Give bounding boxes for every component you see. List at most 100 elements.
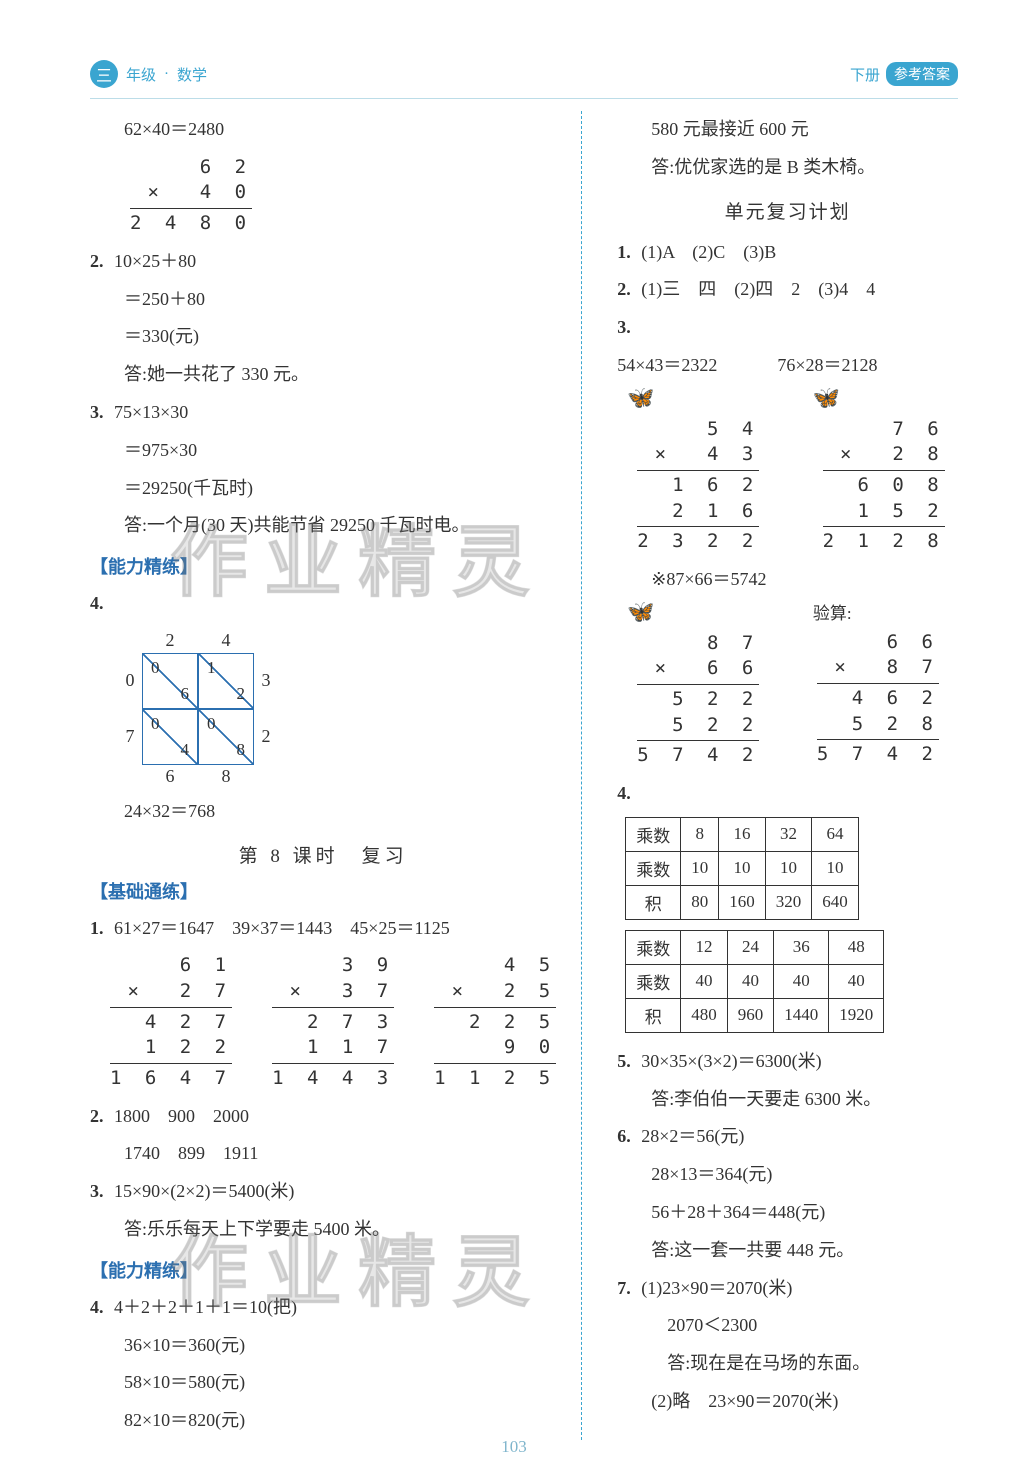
header-divider [90,98,958,99]
volume-text: 下册 [850,64,880,85]
table-row: 乘数10101010 [626,851,859,885]
lat-cell: 08 [198,709,254,765]
vmul: 5 4 × 4 3 1 6 2 2 1 6 2 3 2 2 [637,417,759,555]
q-num: 4. [90,585,114,623]
vmul-group-b1: 6 1 × 2 7 4 2 7 1 2 2 1 6 4 7 3 9 × 3 7 … [100,947,556,1097]
q4: 4. [90,585,556,623]
u3b: 76×28＝2128 [777,347,877,385]
table-row: 乘数8163264 [626,817,859,851]
lat-bottom: 6 [142,765,198,789]
vmul-check: 验算: 6 6 × 8 7 4 6 2 5 2 8 5 7 4 2 [813,599,958,775]
vmul-wrap: 🦋 5 4 × 4 3 1 6 2 2 1 6 2 3 2 2 [627,385,772,561]
q6d: 答:这一套一共要 448 元。 [617,1232,958,1270]
butterfly-icon: 🦋 [627,599,654,625]
vmul-group-u3: 🦋 5 4 × 4 3 1 6 2 2 1 6 2 3 2 2 🦋 7 6 × … [627,385,958,561]
q5: 5.30×35×(3×2)＝6300(米) [617,1043,958,1081]
q-num: 4. [617,775,641,813]
q2-expr: 10×25＋80 [114,251,196,271]
r0b: 答:优优家选的是 B 类木椅。 [617,149,958,187]
q-num: 4. [90,1289,114,1327]
vm-row: 6 2 [130,155,252,181]
b1-eqs: 61×27＝1647 39×37＝1443 45×25＝1125 [114,918,450,938]
b3-answer: 答:乐乐每天上下学要走 5400 米。 [90,1211,556,1249]
q4-eq: 24×32＝768 [90,793,556,831]
q7c: 答:现在是在马场的东面。 [617,1345,958,1383]
lat-right: 3 [254,653,278,709]
b4b: 36×10＝360(元) [90,1327,556,1365]
page-header: 三 年级 · 数学 下册 参考答案 [90,60,958,88]
b4c: 58×10＝580(元) [90,1364,556,1402]
check-label: 验算: [813,604,852,623]
q-num: 2. [617,271,641,309]
eq-62x40: 62×40＝2480 [90,111,556,149]
q4r: 4. [617,775,958,813]
table-row: 积80160320640 [626,885,859,919]
q3-answer: 答:一个月(30 天)共能节省 29250 千瓦时电。 [90,507,556,545]
b3-expr: 15×90×(2×2)＝5400(米) [114,1181,294,1201]
vmul: 7 6 × 2 8 6 0 8 1 5 2 2 1 2 8 [823,417,945,555]
u2: 2.(1)三 四 (2)四 2 (3)4 4 [617,271,958,309]
q-num: 3. [90,394,114,432]
q7d: (2)略 23×90＝2070(米) [617,1383,958,1421]
b1: 1.61×27＝1647 39×37＝1443 45×25＝1125 [90,910,556,948]
table-row: 乘数40404040 [626,964,884,998]
q-num: 5. [617,1043,641,1081]
q3-step: ＝975×30 [90,432,556,470]
section-ability2: 【能力精练】 [90,1257,556,1283]
vmul: 6 1 × 2 7 4 2 7 1 2 2 1 6 4 7 [110,953,232,1091]
butterfly-icon: 🦋 [627,385,654,411]
left-column: 62×40＝2480 6 2 × 4 0 2 4 8 0 2.10×25＋80 … [90,111,582,1440]
lat-top: 2 [142,629,198,653]
b4: 4.4＋2＋2＋1＋1＝10(把) [90,1289,556,1327]
q5b: 答:李伯伯一天要走 6300 米。 [617,1081,958,1119]
u1: 1.(1)A (2)C (3)B [617,234,958,272]
page-number: 103 [0,1437,1028,1457]
grade-badge: 三 [90,60,118,88]
vmul: 6 6 × 8 7 4 6 2 5 2 8 5 7 4 2 [817,630,939,768]
q3-expr: 75×13×30 [114,402,188,422]
dot: · [164,66,169,83]
vmul: 3 9 × 3 7 2 7 3 1 1 7 1 4 4 3 [272,953,394,1091]
lat-top: 4 [198,629,254,653]
vmul-group-u3b: 🦋 8 7 × 6 6 5 2 2 5 2 2 5 7 4 2 验算: 6 6 … [627,599,958,775]
answer-badge: 参考答案 [886,62,958,86]
q-num: 3. [617,309,641,347]
vmul: 8 7 × 6 6 5 2 2 5 2 2 5 7 4 2 [637,631,759,769]
table-2: 乘数12243648 乘数40404040 积48096014401920 [625,930,884,1033]
vmul-wrap: 🦋 7 6 × 2 8 6 0 8 1 5 2 2 1 2 8 [813,385,958,561]
q2-answer: 答:她一共花了 330 元。 [90,356,556,394]
b2a: 1800 900 2000 [114,1106,249,1126]
lat-right: 2 [254,709,278,765]
lat-cell: 12 [198,653,254,709]
lat-bottom: 8 [198,765,254,789]
q2: 2.10×25＋80 [90,243,556,281]
q3-step: ＝29250(千瓦时) [90,470,556,508]
unit-title: 单元复习计划 [617,197,958,224]
q7: 7.(1)23×90＝2070(米) [617,1270,958,1308]
q6b: 28×13＝364(元) [617,1156,958,1194]
b2b: 1740 899 1911 [90,1135,556,1173]
b4d: 82×10＝820(元) [90,1402,556,1440]
section-basic: 【基础通练】 [90,878,556,904]
two-column-layout: 62×40＝2480 6 2 × 4 0 2 4 8 0 2.10×25＋80 … [90,111,958,1440]
q-num: 6. [617,1118,641,1156]
vmul-62x40: 6 2 × 4 0 2 4 8 0 [130,155,252,237]
table-row: 乘数12243648 [626,930,884,964]
lattice-grid: 2 4 0 06 12 3 7 04 08 2 6 8 [118,629,278,789]
q-num: 1. [617,234,641,272]
header-left: 三 年级 · 数学 [90,60,207,88]
r0a: 580 元最接近 600 元 [617,111,958,149]
q-num: 2. [90,1098,114,1136]
q-num: 3. [90,1173,114,1211]
q2-step: ＝330(元) [90,318,556,356]
vmul-wrap: 🦋 8 7 × 6 6 5 2 2 5 2 2 5 7 4 2 [627,599,773,775]
vm-row: × 4 0 [130,180,252,206]
butterfly-icon: 🦋 [813,385,840,411]
b3: 3.15×90×(2×2)＝5400(米) [90,1173,556,1211]
u3: 3. 54×43＝2322 76×28＝2128 [617,309,958,385]
subject-text: 数学 [177,64,207,85]
q6c: 56＋28＋364＝448(元) [617,1194,958,1232]
u3a: 54×43＝2322 [617,347,717,385]
table-row: 积48096014401920 [626,998,884,1032]
vm-row: 2 4 8 0 [130,211,252,237]
